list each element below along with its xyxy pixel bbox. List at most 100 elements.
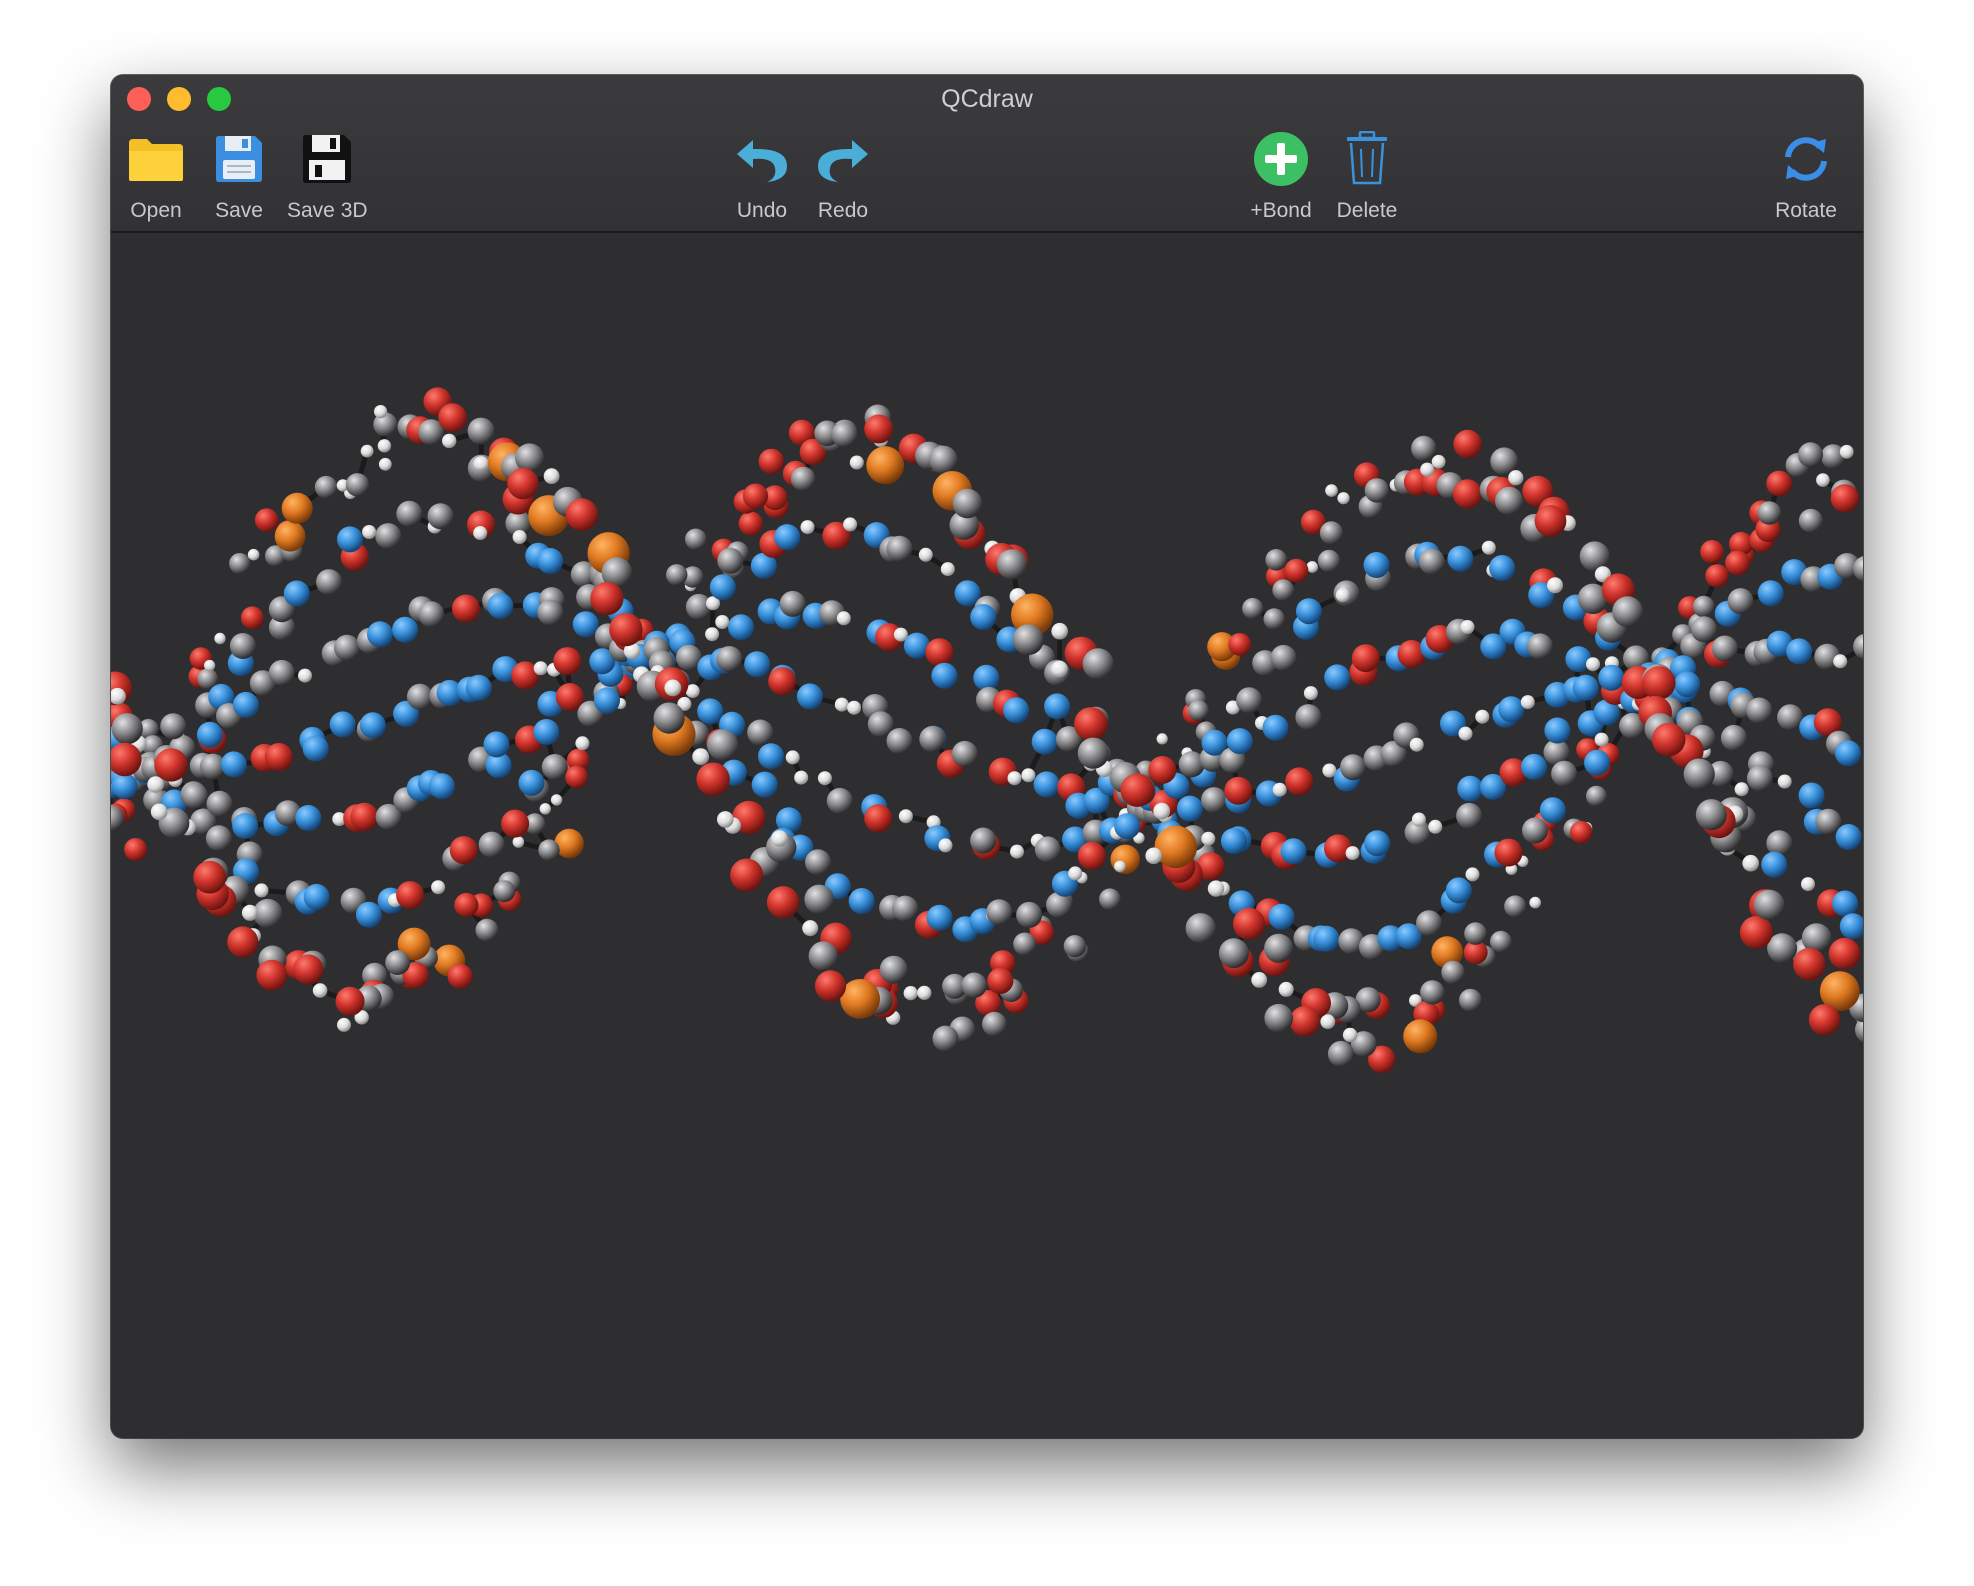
atom[interactable] xyxy=(454,892,479,918)
atom[interactable] xyxy=(1397,640,1426,668)
atom[interactable] xyxy=(919,726,946,753)
atom[interactable] xyxy=(1720,724,1747,751)
atom[interactable] xyxy=(1746,697,1773,724)
atom[interactable] xyxy=(1445,877,1472,904)
atom[interactable] xyxy=(206,790,233,817)
atom[interactable] xyxy=(138,718,159,740)
atom[interactable] xyxy=(1683,758,1715,790)
atom[interactable] xyxy=(1201,729,1228,756)
atom[interactable] xyxy=(707,729,739,761)
atom[interactable] xyxy=(1830,484,1859,513)
close-window-button[interactable] xyxy=(127,87,151,111)
atom[interactable] xyxy=(987,967,1014,995)
atom[interactable] xyxy=(1185,913,1216,944)
atom[interactable] xyxy=(396,881,425,910)
atom[interactable] xyxy=(1154,825,1198,869)
atom[interactable] xyxy=(256,959,288,991)
atom[interactable] xyxy=(451,594,480,623)
atom[interactable] xyxy=(1324,664,1351,691)
atom[interactable] xyxy=(1340,754,1366,781)
atom[interactable] xyxy=(1068,866,1083,881)
atom[interactable] xyxy=(1007,771,1022,786)
atom[interactable] xyxy=(1459,988,1482,1012)
undo-button[interactable]: Undo xyxy=(730,127,794,223)
atom[interactable] xyxy=(1289,1006,1321,1037)
atom[interactable] xyxy=(1835,740,1861,767)
atom[interactable] xyxy=(1539,797,1566,824)
atom[interactable] xyxy=(1465,867,1480,882)
atom[interactable] xyxy=(473,456,489,472)
atom[interactable] xyxy=(1051,622,1068,640)
atom[interactable] xyxy=(970,604,997,630)
atom[interactable] xyxy=(402,961,429,989)
atom[interactable] xyxy=(1156,733,1168,745)
atom[interactable] xyxy=(1003,697,1030,724)
delete-button[interactable]: Delete xyxy=(1335,127,1399,223)
atom[interactable] xyxy=(886,728,913,754)
atom[interactable] xyxy=(590,581,624,616)
atom[interactable] xyxy=(253,898,283,929)
atom[interactable] xyxy=(1522,817,1548,844)
atom[interactable] xyxy=(1063,935,1086,958)
atom[interactable] xyxy=(190,808,217,835)
atom[interactable] xyxy=(747,719,774,746)
atom[interactable] xyxy=(623,642,641,660)
atom[interactable] xyxy=(1306,561,1319,573)
atom[interactable] xyxy=(1853,556,1863,582)
atom[interactable] xyxy=(1816,473,1830,487)
atom[interactable] xyxy=(1201,787,1227,814)
atom[interactable] xyxy=(917,985,932,1000)
atom[interactable] xyxy=(1337,492,1350,505)
atom[interactable] xyxy=(1520,695,1535,710)
atom[interactable] xyxy=(449,836,478,865)
atom[interactable] xyxy=(541,754,568,780)
atom[interactable] xyxy=(685,684,700,699)
atom[interactable] xyxy=(1021,768,1036,783)
atom[interactable] xyxy=(1033,771,1060,798)
atom[interactable] xyxy=(397,927,431,961)
atom[interactable] xyxy=(298,668,312,683)
atom[interactable] xyxy=(247,548,260,561)
atom[interactable] xyxy=(483,731,510,758)
atom[interactable] xyxy=(1808,1004,1841,1036)
atom[interactable] xyxy=(1046,891,1072,918)
atom[interactable] xyxy=(1303,686,1318,701)
atom[interactable] xyxy=(866,446,905,485)
atom[interactable] xyxy=(485,752,512,779)
atom[interactable] xyxy=(1761,851,1788,878)
atom[interactable] xyxy=(360,444,374,458)
atom[interactable] xyxy=(316,569,342,596)
atom[interactable] xyxy=(1801,923,1832,953)
atom[interactable] xyxy=(1010,844,1024,859)
atom[interactable] xyxy=(1729,531,1753,556)
atom[interactable] xyxy=(864,414,894,444)
atom[interactable] xyxy=(790,466,816,492)
atom[interactable] xyxy=(1224,776,1253,805)
atom[interactable] xyxy=(264,743,293,771)
atom[interactable] xyxy=(1342,1027,1358,1043)
atom[interactable] xyxy=(879,955,908,984)
atom[interactable] xyxy=(375,523,402,550)
atom[interactable] xyxy=(742,483,769,509)
atom[interactable] xyxy=(345,473,370,497)
atom[interactable] xyxy=(1452,479,1482,509)
atom[interactable] xyxy=(1207,880,1225,897)
atom[interactable] xyxy=(205,825,232,852)
atom[interactable] xyxy=(1490,930,1512,953)
atom[interactable] xyxy=(1350,1031,1377,1057)
atom[interactable] xyxy=(975,990,1001,1016)
atom[interactable] xyxy=(800,520,815,535)
atom[interactable] xyxy=(1705,564,1729,588)
atom[interactable] xyxy=(1074,707,1108,741)
atom[interactable] xyxy=(751,771,778,798)
atom[interactable] xyxy=(1120,773,1154,807)
atom[interactable] xyxy=(1522,475,1554,507)
atom[interactable] xyxy=(1153,802,1171,820)
atom[interactable] xyxy=(240,606,264,630)
atom[interactable] xyxy=(1551,760,1578,787)
atom[interactable] xyxy=(375,803,402,830)
atom[interactable] xyxy=(1011,593,1054,636)
atom[interactable] xyxy=(1272,782,1287,797)
atom[interactable] xyxy=(785,750,800,765)
atom[interactable] xyxy=(1251,972,1268,988)
